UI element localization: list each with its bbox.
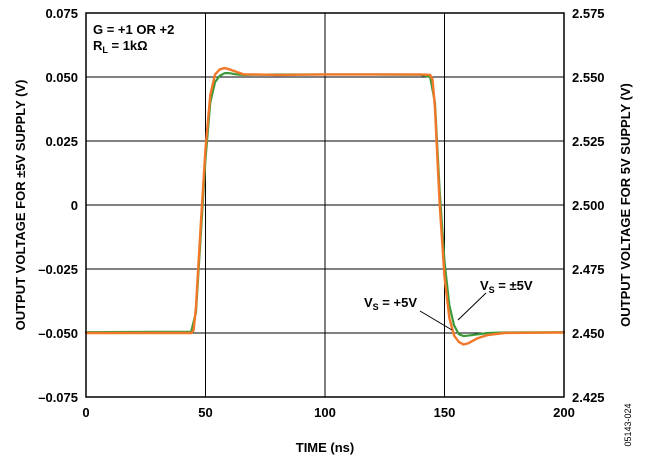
series-label-single-rest: = +5V	[379, 295, 418, 310]
annotation-load: RL = 1kΩ	[93, 38, 148, 55]
annotation-load-main: R	[93, 38, 103, 53]
series-line-single-supply	[84, 66, 566, 346]
x-tick-label: 0	[82, 405, 89, 420]
y-tick-label-right: 2.425	[572, 390, 605, 405]
series-pointer-single-supply	[419, 310, 453, 331]
y-tick-label-right: 2.450	[572, 326, 605, 341]
y-tick-label-left: 0.050	[45, 70, 78, 85]
y-tick-label-right: 2.500	[572, 198, 605, 213]
tick-labels: 0 50 100 150 200 0.075 2.575 0.050 2.550 0.025 2.5…	[38, 6, 604, 420]
y-tick-label-left: 0.075	[45, 6, 78, 21]
series-layer	[84, 66, 566, 346]
x-axis-title: TIME (ns)	[296, 440, 355, 455]
x-tick-label: 50	[198, 405, 212, 420]
series-label-dual-rest: = ±5V	[495, 278, 533, 293]
y-tick-label-right: 2.525	[572, 134, 605, 149]
series-label-single-sub: S	[373, 302, 379, 312]
series-label-single-main: V	[364, 295, 373, 310]
annotation-gain: G = +1 OR +2	[93, 22, 174, 37]
annotation-load-sub: L	[102, 45, 108, 55]
series-label-dual-sub: S	[489, 285, 495, 295]
y-tick-label-left: –0.025	[38, 262, 78, 277]
y-axis-title-left: OUTPUT VOLTAGE FOR ±5V SUPPLY (V)	[13, 80, 28, 331]
series-label-dual-main: V	[480, 278, 489, 293]
annotation-load-rest: = 1kΩ	[108, 38, 148, 53]
x-tick-label: 150	[434, 405, 456, 420]
series-label-single-supply: VS = +5V	[364, 295, 417, 312]
y-tick-label-right: 2.575	[572, 6, 605, 21]
series-pointer-dual-supply	[457, 292, 487, 321]
x-tick-label: 100	[314, 405, 336, 420]
x-tick-label: 200	[553, 405, 575, 420]
y-tick-label-left: 0	[71, 198, 78, 213]
y-axis-title-right: OUTPUT VOLTAGE FOR 5V SUPPLY (V)	[618, 83, 633, 327]
series-label-dual-supply: VS = ±5V	[480, 278, 533, 295]
y-tick-label-right: 2.475	[572, 262, 605, 277]
figure-id: 05143-024	[623, 403, 633, 446]
plot-frame	[85, 12, 565, 398]
y-tick-label-right: 2.550	[572, 70, 605, 85]
y-tick-label-left: –0.050	[38, 326, 78, 341]
y-tick-label-left: 0.025	[45, 134, 78, 149]
y-tick-label-left: –0.075	[38, 390, 78, 405]
